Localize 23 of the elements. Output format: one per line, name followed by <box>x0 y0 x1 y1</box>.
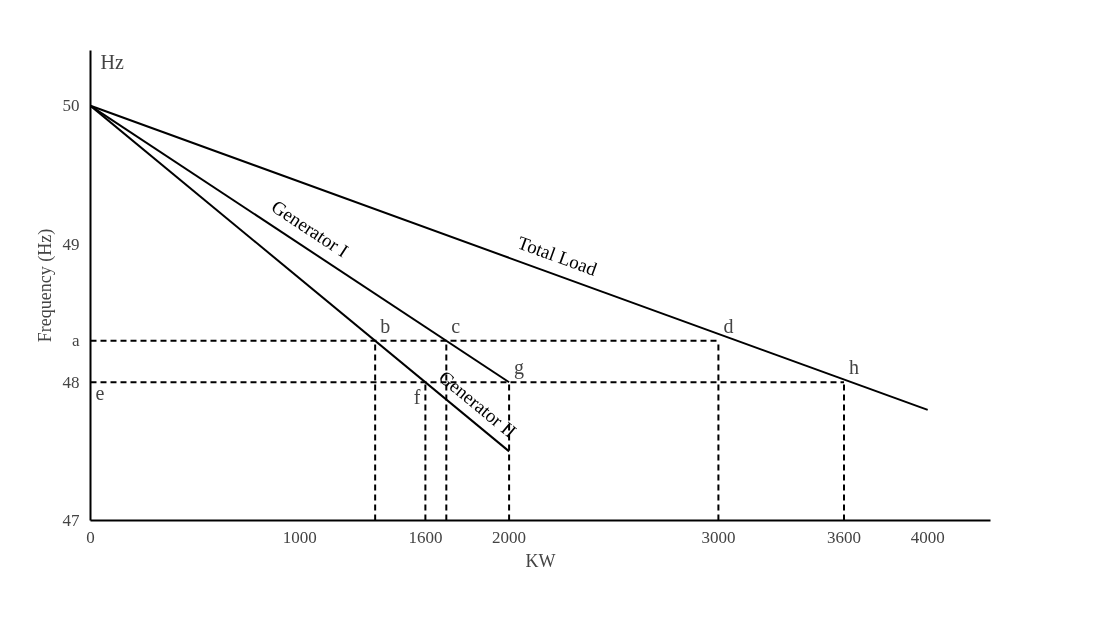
x-tick-label: 1600 <box>408 527 443 547</box>
annotation: g <box>514 356 525 380</box>
x-tick-label: 0 <box>86 527 95 547</box>
x-tick-label: 3600 <box>826 527 861 547</box>
text: Total Load <box>514 231 601 280</box>
annotation: f <box>413 386 421 409</box>
y-axis-title: Frequency (Hz) <box>34 228 56 343</box>
y-tick-label: 47 <box>62 511 80 530</box>
annotation: d <box>723 314 734 337</box>
x-tick-label: 2000 <box>492 527 527 547</box>
annotation: h <box>848 356 859 379</box>
x-tick-label: 1000 <box>282 527 317 547</box>
x-tick-label: 3000 <box>701 527 736 547</box>
y-tick-label: a <box>71 331 80 351</box>
x-axis-title: KW <box>525 550 556 571</box>
annotation: Hz <box>100 50 124 73</box>
y-tick-label: 49 <box>62 234 80 254</box>
y-tick-label: 48 <box>62 372 80 392</box>
annotation: b <box>380 314 391 337</box>
annotation: e <box>95 382 105 405</box>
y-tick-label: 50 <box>62 96 80 116</box>
x-tick-label: 4000 <box>910 527 945 547</box>
annotation: c <box>451 314 461 337</box>
